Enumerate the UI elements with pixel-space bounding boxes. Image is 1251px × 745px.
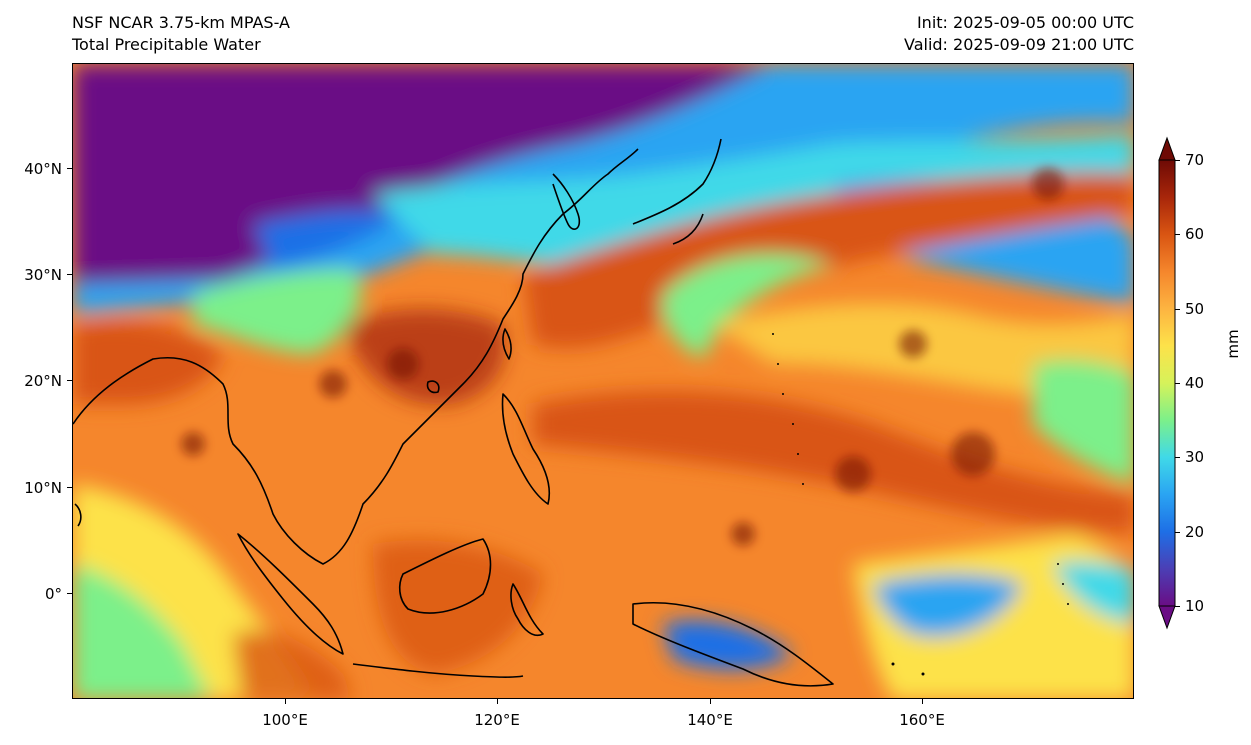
- lon-tick: [285, 699, 286, 704]
- colorbar-max-arrow: [1158, 136, 1176, 161]
- colorbar-tick: [1175, 234, 1180, 235]
- model-title: NSF NCAR 3.75-km MPAS-A: [72, 13, 290, 32]
- colorbar-tick-label: 40: [1185, 374, 1205, 392]
- lat-label: 40°N: [24, 160, 62, 178]
- lon-tick: [497, 699, 498, 704]
- field-title: Total Precipitable Water: [72, 35, 261, 54]
- lat-tick: [67, 487, 72, 488]
- lon-label: 120°E: [474, 711, 520, 729]
- lat-tick: [67, 274, 72, 275]
- map-panel[interactable]: [72, 63, 1134, 699]
- colorbar-unit: mm: [1224, 329, 1242, 359]
- colorbar: [1158, 136, 1176, 630]
- colorbar-tick-label: 70: [1185, 151, 1205, 169]
- lat-label: 20°N: [24, 372, 62, 390]
- colorbar-tick: [1175, 532, 1180, 533]
- tpw-map: [73, 64, 1133, 698]
- colorbar-tick: [1175, 309, 1180, 310]
- lon-tick: [922, 699, 923, 704]
- colorbar-tick-label: 50: [1185, 300, 1205, 318]
- colorbar-tick-label: 30: [1185, 448, 1205, 466]
- lat-label: 30°N: [24, 266, 62, 284]
- colorbar-gradient: [1158, 159, 1176, 607]
- lat-tick: [67, 593, 72, 594]
- colorbar-tick-label: 20: [1185, 523, 1205, 541]
- lon-tick: [710, 699, 711, 704]
- colorbar-tick-label: 60: [1185, 225, 1205, 243]
- lat-tick: [67, 380, 72, 381]
- colorbar-tick-label: 10: [1185, 597, 1205, 615]
- lat-tick: [67, 168, 72, 169]
- lat-label: 0°: [44, 585, 62, 603]
- lon-label: 160°E: [899, 711, 945, 729]
- colorbar-tick: [1175, 383, 1180, 384]
- lat-label: 10°N: [24, 479, 62, 497]
- lon-label: 140°E: [687, 711, 733, 729]
- colorbar-tick: [1175, 160, 1180, 161]
- colorbar-tick: [1175, 457, 1180, 458]
- valid-time: Valid: 2025-09-09 21:00 UTC: [903, 35, 1134, 54]
- colorbar-tick: [1175, 606, 1180, 607]
- lon-label: 100°E: [262, 711, 308, 729]
- init-time: Init: 2025-09-05 00:00 UTC: [916, 13, 1134, 32]
- colorbar-min-arrow: [1158, 605, 1176, 630]
